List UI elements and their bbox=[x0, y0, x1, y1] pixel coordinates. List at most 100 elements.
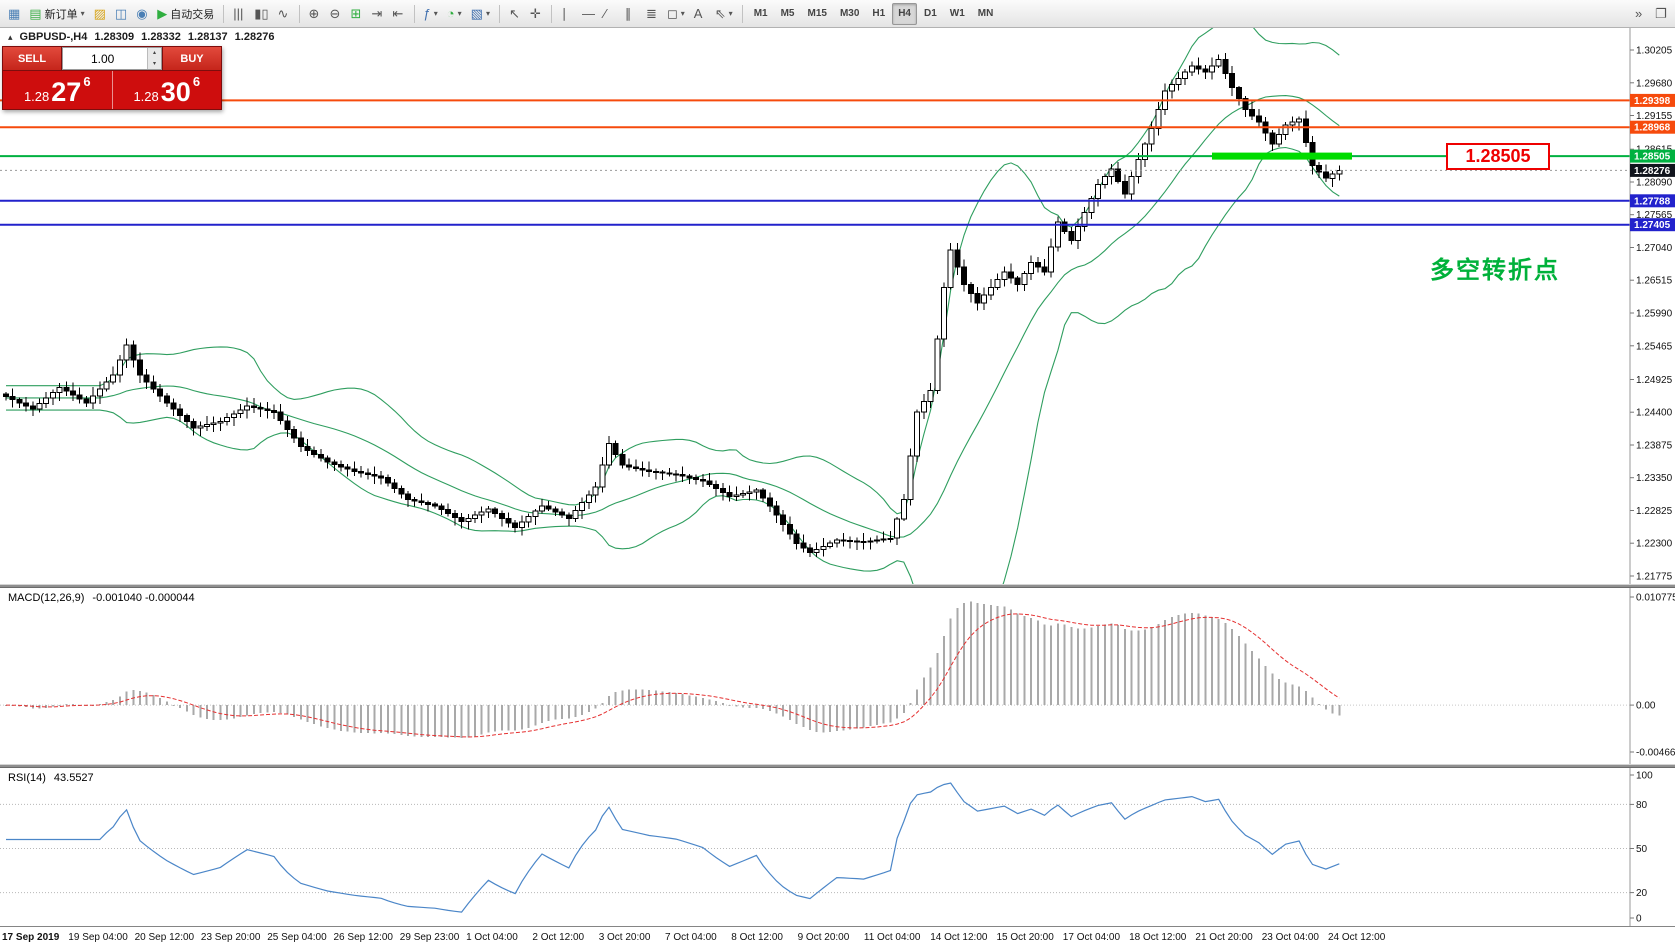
channel-button[interactable]: ∥ bbox=[621, 3, 641, 25]
macd-label: MACD(12,26,9) -0.001040 -0.000044 bbox=[8, 592, 195, 604]
text-button[interactable]: A bbox=[690, 3, 710, 25]
price-badge-label: 1.28276 bbox=[1634, 166, 1671, 177]
market-watch-button[interactable]: ◫ bbox=[111, 3, 131, 25]
time-axis-label: 9 Oct 20:00 bbox=[797, 932, 850, 943]
fibonacci-icon: ≣ bbox=[645, 6, 657, 21]
time-axis-label: 23 Sep 20:00 bbox=[200, 932, 261, 943]
templates-button[interactable]: ▧ ▾ bbox=[467, 3, 494, 25]
timeframe-m15-button[interactable]: M15 bbox=[802, 3, 833, 25]
time-axis[interactable]: 17 Sep 2019 19 Sep 04:00 20 Sep 12:00 23 Se… bbox=[0, 926, 1675, 951]
arrows-button[interactable]: ⇖ ▾ bbox=[711, 3, 737, 25]
toolbar-separator bbox=[413, 4, 415, 23]
clock-icon: ◔ bbox=[446, 6, 455, 21]
highlight-zone-segment[interactable] bbox=[1212, 152, 1352, 160]
time-axis-label: 21 Oct 20:00 bbox=[1195, 932, 1253, 943]
turning-point-annotation[interactable]: 多空转折点 bbox=[1430, 257, 1560, 284]
bar-chart-button[interactable]: ||| bbox=[229, 3, 249, 25]
chart-shift-button[interactable]: ⇤ bbox=[389, 3, 409, 25]
price-tick-label: 1.26515 bbox=[1636, 276, 1673, 287]
one-click-panel-toggle-icon[interactable]: ▴ bbox=[8, 31, 13, 42]
timeframe-w1-button[interactable]: W1 bbox=[944, 3, 971, 25]
timeframe-m1-button[interactable]: M1 bbox=[748, 3, 774, 25]
zoom-in-button[interactable]: ⊕ bbox=[305, 3, 325, 25]
trendline-icon: ∕ bbox=[603, 6, 607, 21]
rsi-tick-label: 100 bbox=[1636, 771, 1653, 782]
price-tick-label: 1.21775 bbox=[1636, 572, 1673, 583]
dropdown-caret-icon: ▾ bbox=[680, 9, 685, 18]
charts-profile-button[interactable]: ▨ bbox=[90, 3, 110, 25]
buy-price-display[interactable]: 1.28 30 6 bbox=[113, 71, 222, 109]
rsi-name: RSI(14) bbox=[8, 772, 46, 784]
cursor-button[interactable]: ↖ bbox=[505, 3, 525, 25]
price-tick-label: 1.29155 bbox=[1636, 111, 1673, 122]
time-axis-label: 2 Oct 12:00 bbox=[532, 932, 585, 943]
panel-splitter[interactable] bbox=[0, 584, 1675, 588]
fibonacci-button[interactable]: ≣ bbox=[642, 3, 662, 25]
sell-price-main: 27 bbox=[51, 77, 82, 107]
price-tick-label: 1.24925 bbox=[1636, 375, 1673, 386]
rsi-window[interactable]: 100 80 50 20 0 bbox=[0, 768, 1675, 926]
price-tick-label: 1.23350 bbox=[1636, 473, 1673, 484]
vertical-line-button[interactable]: ∣ bbox=[557, 3, 577, 25]
timeframe-mn-button[interactable]: MN bbox=[972, 3, 1000, 25]
rsi-canvas[interactable]: 100 80 50 20 0 bbox=[0, 768, 1675, 926]
volume-input[interactable] bbox=[63, 48, 147, 69]
chart-window-button[interactable]: ▦ bbox=[4, 3, 24, 25]
price-tick-label: 1.25465 bbox=[1636, 341, 1673, 352]
buy-price-main: 30 bbox=[160, 77, 191, 107]
macd-signal-line bbox=[5, 613, 1340, 738]
volume-down-button[interactable]: ▾ bbox=[148, 58, 161, 69]
horizontal-line-button[interactable]: — bbox=[578, 3, 599, 25]
macd-canvas[interactable]: 0.010775 0.00 -0.004668 bbox=[0, 588, 1675, 764]
symbol-period-label: GBPUSD-,H4 bbox=[19, 31, 88, 43]
tile-windows-button[interactable]: ⊞ bbox=[347, 3, 367, 25]
autotrading-button[interactable]: ▶ 自动交易 bbox=[153, 3, 218, 25]
rsi-tick-label: 20 bbox=[1636, 888, 1648, 899]
chart-shift-icon: ⇤ bbox=[392, 6, 404, 21]
trendline-button[interactable]: ∕ bbox=[600, 3, 620, 25]
rsi-label: RSI(14) 43.5527 bbox=[8, 772, 94, 784]
vertical-line-icon: ∣ bbox=[560, 6, 568, 21]
timeframe-d1-button[interactable]: D1 bbox=[918, 3, 943, 25]
autotrading-play-icon: ▶ bbox=[157, 6, 168, 21]
shapes-button[interactable]: ◻ ▾ bbox=[663, 3, 689, 25]
crosshair-button[interactable]: ✛ bbox=[526, 3, 546, 25]
auto-scroll-icon: ⇥ bbox=[371, 6, 383, 21]
auto-scroll-button[interactable]: ⇥ bbox=[368, 3, 388, 25]
toolbar-overflow-button[interactable]: » bbox=[1631, 3, 1651, 25]
new-order-button[interactable]: ▤ 新订单 ▾ bbox=[25, 3, 88, 25]
dropdown-caret-icon: ▾ bbox=[728, 9, 733, 18]
macd-tick-label: 0.010775 bbox=[1636, 593, 1675, 604]
bar-chart-icon: ||| bbox=[233, 6, 244, 21]
timeframe-h4-button[interactable]: H4 bbox=[892, 2, 917, 25]
navigator-button[interactable]: ◉ bbox=[132, 3, 152, 25]
indicators-button[interactable]: ƒ ▾ bbox=[420, 3, 442, 25]
toolbar-right-group: » ❐ bbox=[1631, 3, 1671, 25]
zoom-out-button[interactable]: ⊖ bbox=[326, 3, 346, 25]
sell-button[interactable]: SELL bbox=[3, 47, 61, 70]
chart-window[interactable]: 1.302051.296801.291551.286151.280901.275… bbox=[0, 28, 1675, 584]
sell-price-prefix: 1.28 bbox=[23, 88, 50, 104]
price-chart-canvas[interactable]: 1.302051.296801.291551.286151.280901.275… bbox=[0, 28, 1675, 584]
time-axis-label: 7 Oct 04:00 bbox=[665, 932, 717, 943]
price-callout-label[interactable]: 1.28505 bbox=[1446, 143, 1550, 170]
price-tick-label: 1.29680 bbox=[1636, 78, 1673, 89]
windows-button[interactable]: ❐ bbox=[1651, 3, 1671, 25]
panel-splitter[interactable] bbox=[0, 764, 1675, 768]
timeframe-h1-button[interactable]: H1 bbox=[866, 3, 891, 25]
price-badge-label: 1.27788 bbox=[1634, 196, 1671, 207]
macd-window[interactable]: 0.010775 0.00 -0.004668 bbox=[0, 588, 1675, 764]
periods-button[interactable]: ◔ ▾ bbox=[443, 3, 466, 25]
high-value: 1.28332 bbox=[141, 31, 181, 43]
volume-up-button[interactable]: ▴ bbox=[148, 48, 161, 59]
line-chart-button[interactable]: ∿ bbox=[274, 3, 294, 25]
buy-button[interactable]: BUY bbox=[163, 47, 221, 70]
candlestick-button[interactable]: ▮▯ bbox=[250, 3, 272, 25]
timeframe-m5-button[interactable]: M5 bbox=[775, 3, 801, 25]
text-icon: A bbox=[693, 6, 703, 21]
toolbar-separator bbox=[298, 4, 300, 23]
candlestick-icon: ▮▯ bbox=[254, 6, 269, 21]
sell-price-display[interactable]: 1.28 27 6 bbox=[3, 71, 112, 109]
timeframe-m30-button[interactable]: M30 bbox=[834, 3, 865, 25]
time-axis-label: 8 Oct 12:00 bbox=[731, 932, 783, 943]
